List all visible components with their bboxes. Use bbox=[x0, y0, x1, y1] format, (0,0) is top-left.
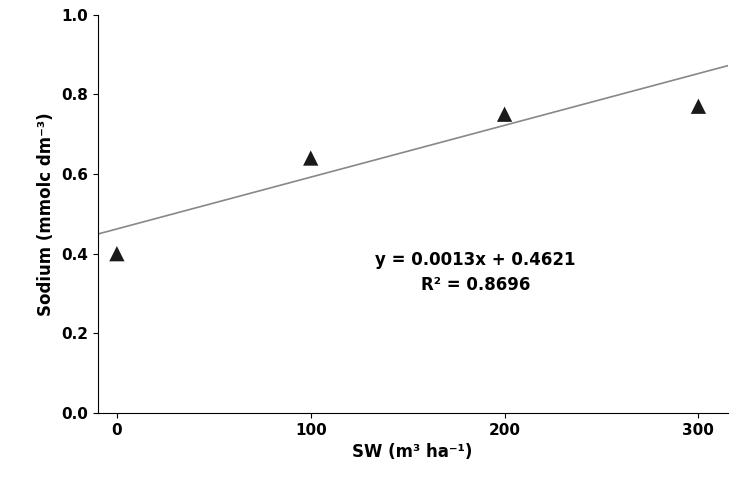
Text: y = 0.0013x + 0.4621
R² = 0.8696: y = 0.0013x + 0.4621 R² = 0.8696 bbox=[375, 251, 576, 294]
Y-axis label: Sodium (mmolc dm⁻³): Sodium (mmolc dm⁻³) bbox=[38, 112, 56, 315]
X-axis label: SW (m³ ha⁻¹): SW (m³ ha⁻¹) bbox=[352, 443, 472, 461]
Point bbox=[499, 110, 511, 118]
Point bbox=[304, 154, 316, 162]
Point bbox=[692, 103, 704, 110]
Point bbox=[111, 250, 123, 258]
